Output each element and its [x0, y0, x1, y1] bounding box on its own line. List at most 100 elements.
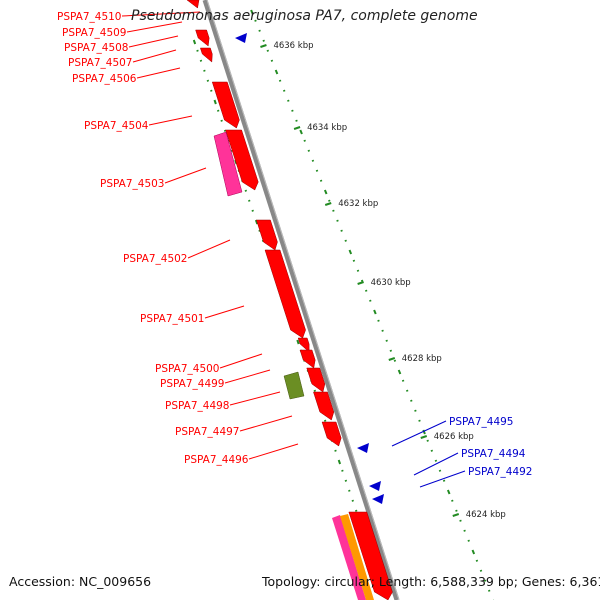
genome-title: Pseudomonas aeruginosa PA7, complete gen…: [131, 8, 478, 24]
scale-tick-label: 4636 kbp: [273, 41, 313, 51]
scale-dot: [266, 49, 270, 52]
scale-tick-label: 4624 kbp: [466, 510, 506, 520]
gene-4497: [313, 391, 335, 421]
gene-label: PSPA7_4495: [449, 416, 514, 428]
gene-leader-line: [391, 420, 447, 447]
gc-dot: [337, 459, 342, 465]
scale-tick-label: 4632 kbp: [338, 199, 378, 209]
scale-dot: [483, 579, 487, 582]
scale-dot: [385, 339, 388, 342]
scale-dot: [323, 189, 328, 195]
gene-leader-line: [126, 21, 183, 33]
scale-tick: [388, 357, 396, 361]
gc-dot: [196, 49, 199, 52]
gene-leader-line: [413, 452, 459, 476]
gene-leader-line: [121, 11, 201, 17]
scale-dot: [258, 29, 261, 32]
scale-dot: [401, 379, 405, 382]
gene-label: PSPA7_4496: [184, 454, 249, 466]
scale-dot: [451, 499, 454, 502]
scale-tick: [452, 513, 460, 517]
gc-dot: [206, 79, 210, 82]
gene-4499: [299, 349, 316, 369]
scale-dot: [430, 449, 434, 452]
gene-label: PSPA7_4508: [64, 42, 129, 54]
scale-dot: [328, 199, 331, 202]
scale-dot: [336, 219, 339, 222]
gene-4508: [200, 47, 213, 63]
gc-dot: [248, 199, 251, 202]
gene-lower-orange: [340, 514, 374, 600]
gene-leader-line: [229, 391, 281, 406]
gc-dot: [355, 509, 358, 512]
scale-dot: [377, 319, 380, 322]
gene-leader-line: [239, 415, 293, 432]
gc-dot: [351, 499, 354, 502]
gene-4502-a: [256, 219, 278, 251]
scale-dot: [340, 229, 343, 232]
genome-backbone: [202, 0, 400, 600]
gene-leader-line: [136, 67, 181, 79]
scale-dot: [487, 589, 491, 592]
scale-dot: [410, 399, 413, 402]
scale-tick-label: 4626 kbp: [434, 432, 474, 442]
scale-dot: [442, 479, 446, 482]
gene-label: PSPA7_4502: [123, 253, 188, 265]
gene-label: PSPA7_4510: [57, 11, 122, 23]
gene-4504: [211, 81, 240, 129]
gene-4503: [225, 129, 259, 191]
gene-4509: [195, 29, 210, 47]
gc-dot: [341, 469, 344, 472]
gc-dot: [254, 219, 259, 225]
scale-dot: [389, 349, 393, 352]
gene-leader-line: [219, 353, 263, 369]
scale-tick: [357, 281, 364, 285]
scale-dot: [475, 559, 479, 562]
scale-dot: [463, 529, 466, 532]
scale-dot: [295, 119, 298, 122]
gc-dot: [220, 119, 223, 122]
scale-dot: [446, 489, 451, 495]
gc-dot: [210, 89, 213, 92]
gene-4496: [321, 421, 342, 447]
gene-label: PSPA7_4506: [72, 73, 137, 85]
gc-dot: [217, 109, 220, 112]
scale-dot: [414, 409, 417, 412]
scale-dot: [360, 279, 364, 282]
scale-dot: [262, 39, 265, 42]
gene-label: PSPA7_4492: [468, 466, 533, 478]
scale-dot: [467, 539, 470, 542]
gc-dot: [313, 389, 317, 392]
accession-text: Accession: NC_009656: [9, 574, 152, 589]
gene-leader-line: [419, 470, 466, 488]
gene-label: PSPA7_4503: [100, 178, 165, 190]
scale-dot: [364, 289, 368, 292]
gene-reverse-top: [235, 33, 247, 43]
scale-dot: [274, 69, 279, 75]
scale-dot: [381, 329, 384, 332]
scale-dot: [282, 89, 286, 92]
gene-leader-line: [164, 167, 207, 184]
gene-4510: [186, 0, 200, 9]
scale-dot: [471, 549, 476, 555]
gene-leader-line: [148, 115, 193, 126]
scale-dot: [287, 99, 290, 102]
gene-label: PSPA7_4498: [165, 400, 230, 412]
scale-tick: [260, 44, 267, 48]
scale-dot: [250, 9, 254, 15]
gc-dot: [244, 189, 248, 192]
gene-lower-red: [348, 511, 393, 600]
gc-dot: [251, 209, 254, 212]
gc-dot: [213, 99, 217, 105]
genome-backbone-highlight: [206, 0, 400, 600]
scale-dot: [438, 469, 442, 472]
gc-dot: [323, 419, 327, 422]
scale-tick-label: 4634 kbp: [307, 123, 347, 133]
scale-tick: [293, 126, 301, 130]
scale-dot: [393, 359, 397, 362]
scale-dot: [422, 429, 426, 435]
scale-dot: [356, 269, 360, 272]
scale-tick: [324, 202, 332, 206]
gene-4494: [369, 481, 381, 491]
